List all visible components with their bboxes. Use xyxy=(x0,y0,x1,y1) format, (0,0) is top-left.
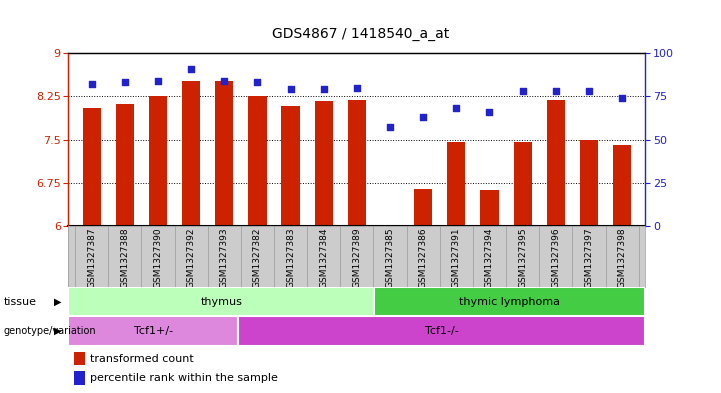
Point xyxy=(384,124,396,130)
Bar xyxy=(547,100,565,226)
Text: GSM1327393: GSM1327393 xyxy=(220,228,229,288)
Bar xyxy=(68,316,238,346)
Text: transformed count: transformed count xyxy=(90,354,194,364)
Bar xyxy=(83,108,101,226)
Text: thymic lymphoma: thymic lymphoma xyxy=(459,297,560,307)
Point xyxy=(318,86,329,92)
Bar xyxy=(215,81,234,226)
Bar xyxy=(149,96,167,226)
Point xyxy=(351,84,363,91)
Point xyxy=(86,81,97,87)
Text: GSM1327386: GSM1327386 xyxy=(419,228,428,288)
Point xyxy=(185,66,197,72)
Point xyxy=(119,79,131,86)
Bar xyxy=(74,371,84,385)
Bar xyxy=(238,316,645,346)
Text: GSM1327384: GSM1327384 xyxy=(319,228,328,288)
Bar xyxy=(281,106,300,226)
Bar xyxy=(248,96,267,226)
Bar xyxy=(374,287,645,316)
Text: ▶: ▶ xyxy=(54,326,61,336)
Point xyxy=(285,86,296,92)
Text: ▶: ▶ xyxy=(54,297,61,307)
Text: GSM1327392: GSM1327392 xyxy=(187,228,195,288)
Text: GDS4867 / 1418540_a_at: GDS4867 / 1418540_a_at xyxy=(272,27,449,41)
Text: tissue: tissue xyxy=(4,297,37,307)
Text: GSM1327398: GSM1327398 xyxy=(618,228,627,288)
Point xyxy=(484,109,495,115)
Text: GSM1327397: GSM1327397 xyxy=(585,228,593,288)
Bar xyxy=(348,100,366,226)
Text: GSM1327388: GSM1327388 xyxy=(120,228,129,288)
Bar xyxy=(116,104,134,226)
Point xyxy=(583,88,595,94)
Text: GSM1327395: GSM1327395 xyxy=(518,228,527,288)
Text: GSM1327396: GSM1327396 xyxy=(552,228,560,288)
Bar xyxy=(480,190,499,226)
Point xyxy=(417,114,429,120)
Text: GSM1327383: GSM1327383 xyxy=(286,228,295,288)
Text: GSM1327385: GSM1327385 xyxy=(386,228,394,288)
Point xyxy=(616,95,628,101)
Text: GSM1327390: GSM1327390 xyxy=(154,228,162,288)
Text: GSM1327394: GSM1327394 xyxy=(485,228,494,288)
Bar xyxy=(182,81,200,226)
Text: GSM1327389: GSM1327389 xyxy=(353,228,361,288)
Text: Tcf1+/-: Tcf1+/- xyxy=(134,326,173,336)
Bar xyxy=(68,287,374,316)
Bar xyxy=(314,101,333,226)
Bar xyxy=(613,145,631,226)
Point xyxy=(252,79,263,86)
Text: GSM1327387: GSM1327387 xyxy=(87,228,96,288)
Point xyxy=(451,105,462,112)
Text: GSM1327391: GSM1327391 xyxy=(452,228,461,288)
Point xyxy=(517,88,528,94)
Text: thymus: thymus xyxy=(200,297,242,307)
Bar xyxy=(381,225,399,226)
Bar xyxy=(513,142,532,226)
Text: Tcf1-/-: Tcf1-/- xyxy=(425,326,459,336)
Bar xyxy=(414,189,433,226)
Bar xyxy=(580,140,598,226)
Point xyxy=(218,77,230,84)
Point xyxy=(152,77,164,84)
Point xyxy=(550,88,562,94)
Text: percentile rank within the sample: percentile rank within the sample xyxy=(90,373,278,384)
Bar xyxy=(447,142,466,226)
Text: GSM1327382: GSM1327382 xyxy=(253,228,262,288)
Text: genotype/variation: genotype/variation xyxy=(4,326,96,336)
Bar xyxy=(74,352,84,365)
